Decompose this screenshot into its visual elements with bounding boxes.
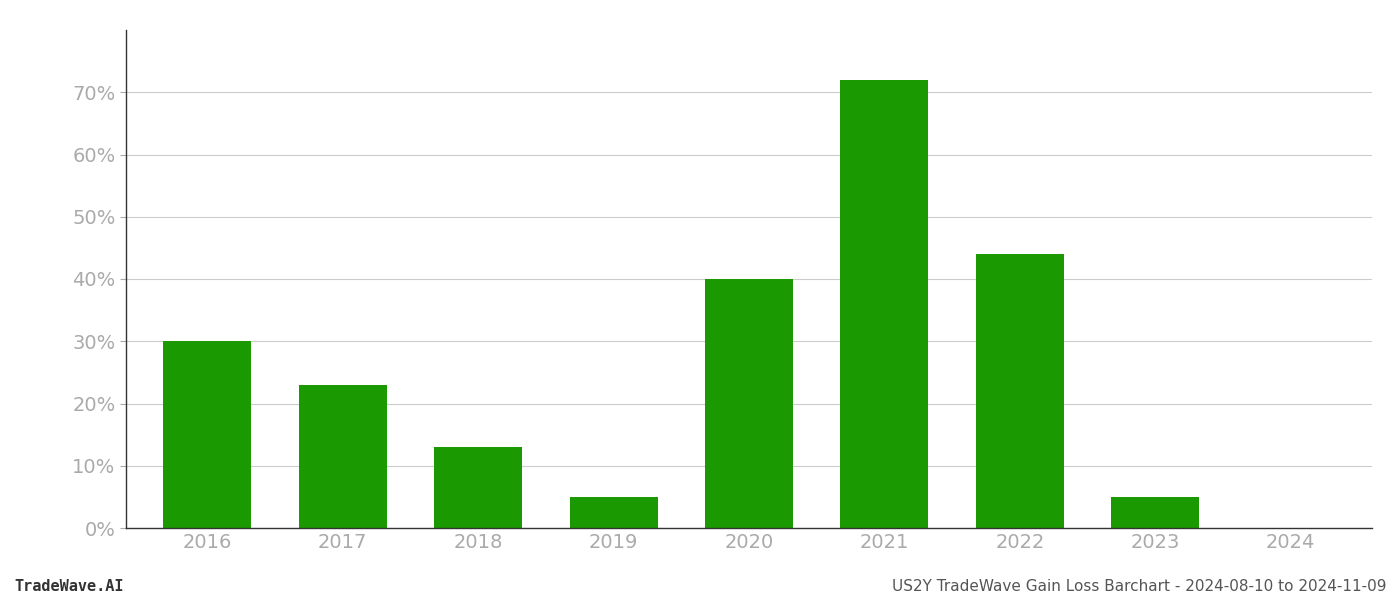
Bar bbox=[164, 341, 251, 528]
Bar bbox=[706, 279, 792, 528]
Bar bbox=[298, 385, 386, 528]
Text: US2Y TradeWave Gain Loss Barchart - 2024-08-10 to 2024-11-09: US2Y TradeWave Gain Loss Barchart - 2024… bbox=[892, 579, 1386, 594]
Bar bbox=[976, 254, 1064, 528]
Bar bbox=[840, 80, 928, 528]
Text: TradeWave.AI: TradeWave.AI bbox=[14, 579, 123, 594]
Bar bbox=[434, 447, 522, 528]
Bar bbox=[570, 497, 658, 528]
Bar bbox=[1112, 497, 1200, 528]
